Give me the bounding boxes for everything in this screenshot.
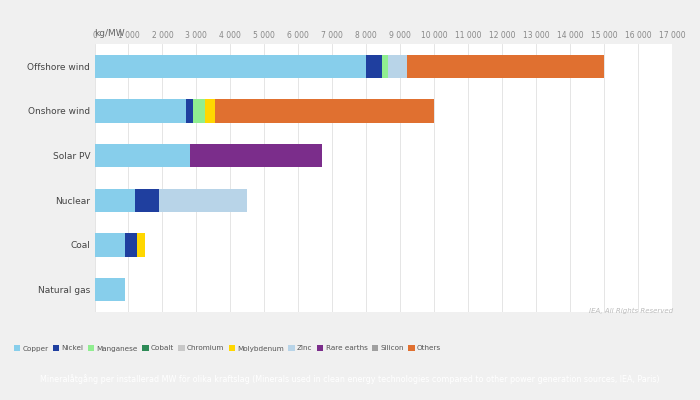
Text: kg/MW: kg/MW: [94, 29, 125, 38]
Bar: [94, 144, 190, 167]
Bar: [205, 99, 215, 123]
Bar: [94, 278, 125, 301]
Bar: [159, 189, 247, 212]
Bar: [186, 99, 193, 123]
Bar: [190, 144, 322, 167]
Text: Mineralåtgång per installerad MW för olika kraftslag (Minerals used in clean ene: Mineralåtgång per installerad MW för oli…: [40, 374, 660, 384]
Bar: [94, 189, 135, 212]
Bar: [94, 55, 366, 78]
Bar: [389, 55, 407, 78]
Bar: [193, 99, 205, 123]
Bar: [215, 99, 434, 123]
Legend: Copper, Nickel, Manganese, Cobalt, Chromium, Molybdenum, Zinc, Rare earths, Sili: Copper, Nickel, Manganese, Cobalt, Chrom…: [10, 342, 444, 354]
Bar: [135, 189, 159, 212]
Bar: [382, 55, 388, 78]
Bar: [366, 55, 382, 78]
Bar: [94, 233, 125, 257]
Bar: [407, 55, 604, 78]
Bar: [125, 233, 137, 257]
Bar: [137, 233, 146, 257]
Text: IEA, All Rights Reserved: IEA, All Rights Reserved: [589, 308, 673, 314]
Bar: [94, 99, 186, 123]
